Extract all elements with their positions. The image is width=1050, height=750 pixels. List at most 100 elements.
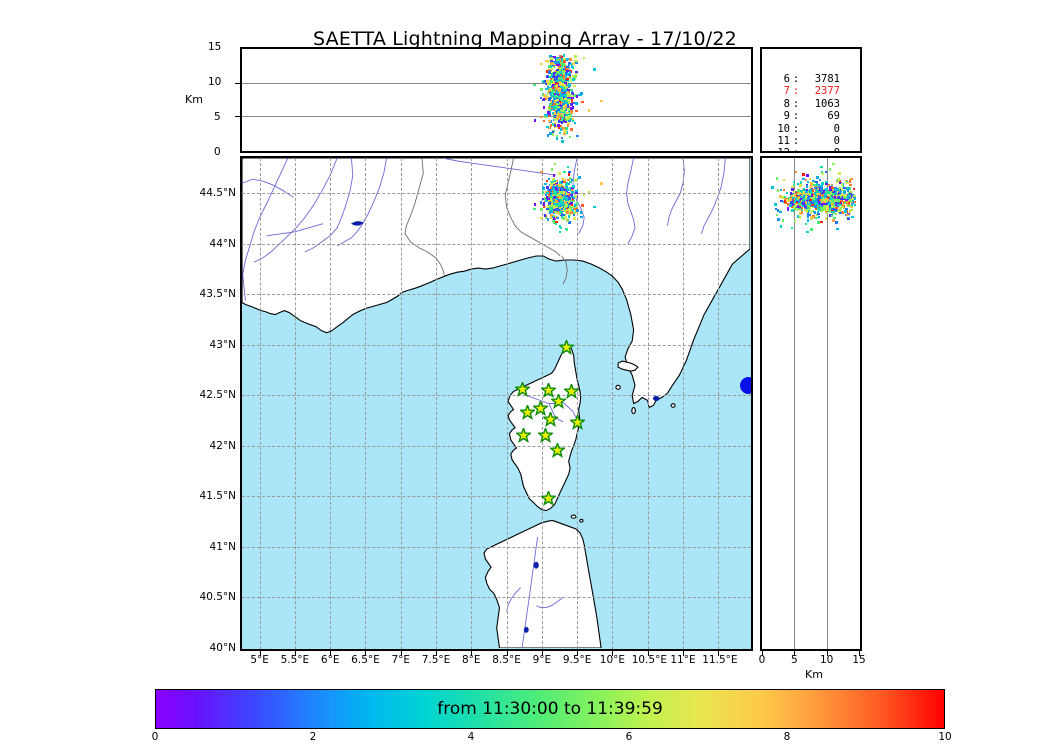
map-latitude-tick: 44.5°N: [199, 187, 236, 200]
map-longitude-tick: 8.5°E: [492, 654, 521, 666]
map-gridline-horizontal: [242, 344, 751, 346]
right-panel-tick-mark: [859, 651, 860, 656]
map-longitude-tick: 10°E: [599, 654, 626, 666]
map-gridline-vertical: [612, 158, 614, 649]
stats-separator: :: [792, 122, 800, 135]
star-icon: [550, 392, 568, 409]
map-tick-mark: [436, 651, 438, 656]
map-gridline-horizontal: [242, 243, 751, 245]
stats-source-count: 0: [833, 122, 840, 135]
stats-separator: :: [792, 85, 800, 98]
map-gridline-vertical: [436, 158, 438, 649]
map-tick-mark: [718, 651, 720, 656]
right-panel-tick-mark: [826, 651, 828, 656]
stats-row: 6: 3781: [770, 73, 840, 85]
map-longitude-tick: 10.5°E: [631, 654, 667, 666]
map-gridline-vertical: [647, 158, 649, 649]
map-gridline-vertical: [259, 158, 261, 649]
stats-source-count: 69: [827, 110, 840, 123]
page-title: SAETTA Lightning Mapping Array - 17/10/2…: [313, 28, 737, 50]
star-icon: [513, 380, 531, 397]
right-panel-xlabel: Km: [805, 668, 823, 681]
altitude-latitude-panel: [760, 156, 862, 651]
stats-row: 11: 0: [770, 135, 840, 147]
map-lightning-sources: [242, 158, 751, 649]
star-icon: [531, 399, 550, 417]
map-tick-mark: [294, 651, 296, 656]
right-panel-gridline: [794, 158, 796, 649]
star-icon: [514, 426, 533, 444]
right-panel-km-tick: 10: [819, 654, 834, 666]
star-icon: [568, 413, 586, 431]
stats-separator: :: [792, 110, 800, 123]
colorbar-tick: 0: [151, 731, 159, 743]
map-longitude-tick: 5.5°E: [280, 654, 310, 666]
star-icon: [557, 338, 576, 356]
map-longitude-tick: 9°E: [532, 654, 552, 666]
stats-source-count: 2377: [814, 85, 840, 98]
map-panel[interactable]: [240, 156, 753, 651]
map-longitude-tick: 5°E: [250, 654, 269, 666]
map-latitude-tick: 43°N: [209, 338, 236, 351]
stats-separator: :: [792, 73, 800, 85]
map-latitude-tick: 42.5°N: [199, 389, 236, 402]
top-panel-tick-mark: [235, 116, 241, 118]
stats-source-count: 0: [833, 135, 840, 148]
stats-station-count: 6: [783, 73, 790, 85]
map-gridline-horizontal: [242, 546, 751, 548]
top-panel-lightning-sources: [242, 49, 751, 151]
map-longitude-tick: 11.5°E: [702, 654, 738, 666]
map-gridline-horizontal: [242, 294, 751, 296]
map-longitude-tick: 11°E: [670, 654, 696, 666]
map-gridline-vertical: [400, 158, 402, 649]
top-panel-ylabel: Km: [185, 93, 203, 106]
map-longitude-tick: 8°E: [462, 654, 481, 666]
map-gridline-horizontal: [242, 597, 751, 599]
map-latitude-tick: 41.5°N: [199, 490, 236, 503]
stats-row: 7: 2377: [770, 85, 840, 97]
map-gridline-horizontal: [242, 193, 751, 195]
map-tick-mark: [400, 651, 402, 656]
stats-row: 9: 69: [770, 110, 840, 122]
map-gridlines: [242, 158, 751, 649]
star-icon: [562, 382, 581, 399]
map-tick-mark: [682, 651, 684, 656]
stats-row: 12:0: [770, 147, 840, 151]
right-panel-tick-mark: [762, 651, 763, 656]
star-icon: [519, 403, 537, 421]
stats-station-count: 11: [777, 135, 790, 148]
colorbar-tick: 6: [625, 731, 633, 743]
stats-separator: :: [792, 135, 800, 148]
stats-station-count: 12: [770, 147, 790, 151]
map-tick-mark: [506, 651, 508, 656]
stats-station-count: 10: [777, 122, 790, 135]
map-longitude-tick: 9.5°E: [562, 654, 592, 666]
stats-station-count: 8: [783, 97, 790, 110]
map-latitude-tick: 40°N: [209, 642, 236, 654]
map-latitude-tick: 40.5°N: [199, 591, 236, 604]
map-tick-mark: [330, 651, 332, 656]
colorbar-tick: 4: [467, 731, 475, 743]
map-gridline-vertical: [682, 158, 684, 649]
map-gridline-vertical: [294, 158, 296, 649]
map-tick-mark: [577, 651, 579, 656]
colorbar-tick: 10: [938, 731, 952, 743]
stats-row: 8: 1063: [770, 98, 840, 110]
map-tick-mark: [612, 651, 614, 656]
right-panel-km-tick: 15: [852, 654, 866, 666]
right-panel-km-tick: 0: [758, 654, 766, 666]
stats-source-count: 1063: [814, 97, 840, 110]
map-gridline-horizontal: [242, 445, 751, 447]
map-latitude-tick: 41°N: [209, 540, 236, 553]
stats-source-count: 3781: [814, 73, 840, 85]
colorbar[interactable]: from 11:30:00 to 11:39:59: [155, 689, 945, 729]
map-tick-mark: [259, 651, 261, 656]
map-latitude-tick: 42°N: [209, 439, 236, 452]
right-panel-km-tick: 5: [790, 654, 798, 666]
stats-station-count: 9: [783, 110, 790, 123]
map-gridline-horizontal: [242, 496, 751, 498]
map-tick-mark: [541, 651, 543, 656]
stats-separator: :: [792, 97, 800, 110]
stats-station-count: 7: [783, 85, 790, 98]
